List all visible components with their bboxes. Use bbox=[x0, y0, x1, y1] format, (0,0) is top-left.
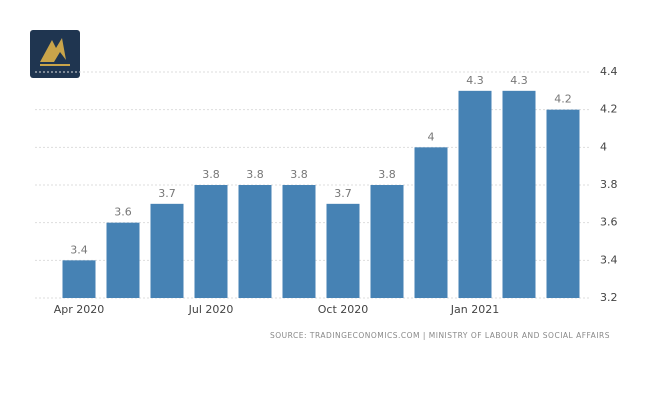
y-tick-label: 3.4 bbox=[600, 253, 618, 266]
value-label: 4.3 bbox=[466, 74, 484, 87]
y-tick-label: 3.6 bbox=[600, 216, 618, 229]
y-tick-label: 3.2 bbox=[600, 291, 618, 304]
bar bbox=[194, 185, 228, 298]
bar bbox=[414, 147, 448, 298]
value-label: 4 bbox=[428, 130, 435, 143]
value-label: 3.8 bbox=[202, 168, 220, 181]
value-label: 3.8 bbox=[378, 168, 396, 181]
value-label: 3.4 bbox=[70, 243, 88, 256]
y-tick-label: 4.4 bbox=[600, 65, 618, 78]
x-tick-label: Jan 2021 bbox=[450, 303, 499, 316]
bar bbox=[106, 222, 140, 298]
logo bbox=[30, 30, 80, 78]
bar bbox=[502, 90, 536, 298]
value-label: 3.6 bbox=[114, 206, 132, 219]
value-label: 3.8 bbox=[290, 168, 308, 181]
bar bbox=[370, 185, 404, 298]
bar bbox=[458, 90, 492, 298]
value-label: 3.7 bbox=[334, 187, 352, 200]
x-tick-label: Oct 2020 bbox=[318, 303, 369, 316]
source: SOURCE: TRADINGECONOMICS.COM | MINISTRY … bbox=[270, 331, 610, 340]
x-tick-label: Apr 2020 bbox=[54, 303, 105, 316]
bar bbox=[282, 185, 316, 298]
bar bbox=[238, 185, 272, 298]
bar bbox=[546, 109, 580, 299]
bar bbox=[62, 260, 96, 298]
y-tick-label: 3.8 bbox=[600, 178, 618, 191]
value-label: 4.2 bbox=[554, 93, 572, 106]
bar bbox=[150, 203, 184, 298]
value-label: 3.8 bbox=[246, 168, 264, 181]
value-label: 4.3 bbox=[510, 74, 528, 87]
y-tick-label: 4 bbox=[600, 140, 607, 153]
x-tick-label: Jul 2020 bbox=[188, 303, 234, 316]
bar bbox=[326, 203, 360, 298]
y-tick-label: 4.2 bbox=[600, 103, 618, 116]
value-label: 3.7 bbox=[158, 187, 176, 200]
